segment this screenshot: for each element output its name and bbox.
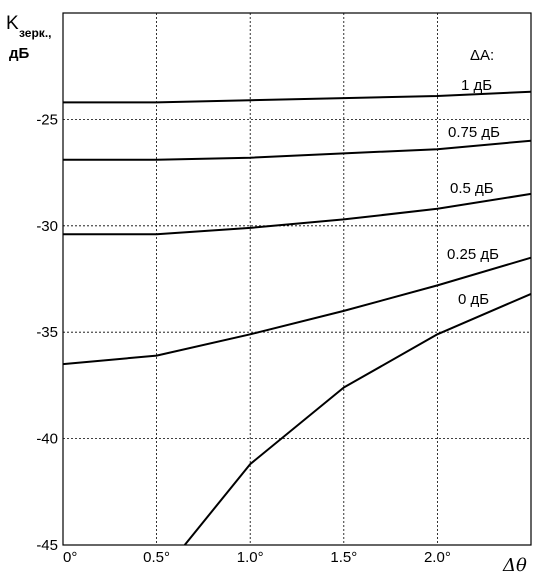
series-labels: 1 дБ 0.75 дБ 0.5 дБ 0.25 дБ 0 дБ [447, 77, 500, 308]
series-line-3 [62, 256, 532, 366]
x-tick-label: 0° [63, 549, 77, 566]
x-tick-label: 0.5° [143, 549, 170, 566]
x-axis-label: Δθ [502, 555, 527, 576]
y-tick-label: -25 [36, 111, 58, 128]
series-line-2 [63, 192, 532, 236]
y-tick-label: -30 [36, 218, 58, 235]
series-line-1 [63, 139, 532, 161]
x-tick-label: 2.0° [424, 549, 451, 566]
series-label-1db: 1 дБ [461, 77, 492, 94]
y-axis-label-main: K [6, 13, 19, 34]
y-tick-label: -35 [36, 324, 58, 341]
series-line-0 [63, 90, 532, 104]
x-tick-label: 1.5° [330, 549, 357, 566]
y-tick-label: -45 [36, 537, 58, 554]
y-tick-label: -40 [36, 431, 58, 448]
series-label-075db: 0.75 дБ [448, 124, 500, 141]
grid [63, 13, 531, 545]
series-layer [62, 90, 532, 546]
tick-labels: 0° 0.5° 1.0° 1.5° 2.0° -25 -30 -35 -40 -45 [36, 111, 451, 566]
series-label-05db: 0.5 дБ [450, 180, 494, 197]
y-axis-label-unit: дБ [9, 45, 30, 62]
series-label-0db: 0 дБ [458, 291, 489, 308]
x-tick-label: 1.0° [237, 549, 264, 566]
series-label-025db: 0.25 дБ [447, 246, 499, 263]
series-line-4 [183, 292, 532, 546]
legend-title: ΔA: [470, 47, 494, 64]
plot-frame [62, 12, 532, 546]
y-axis-label-sub: зерк., [19, 26, 51, 40]
